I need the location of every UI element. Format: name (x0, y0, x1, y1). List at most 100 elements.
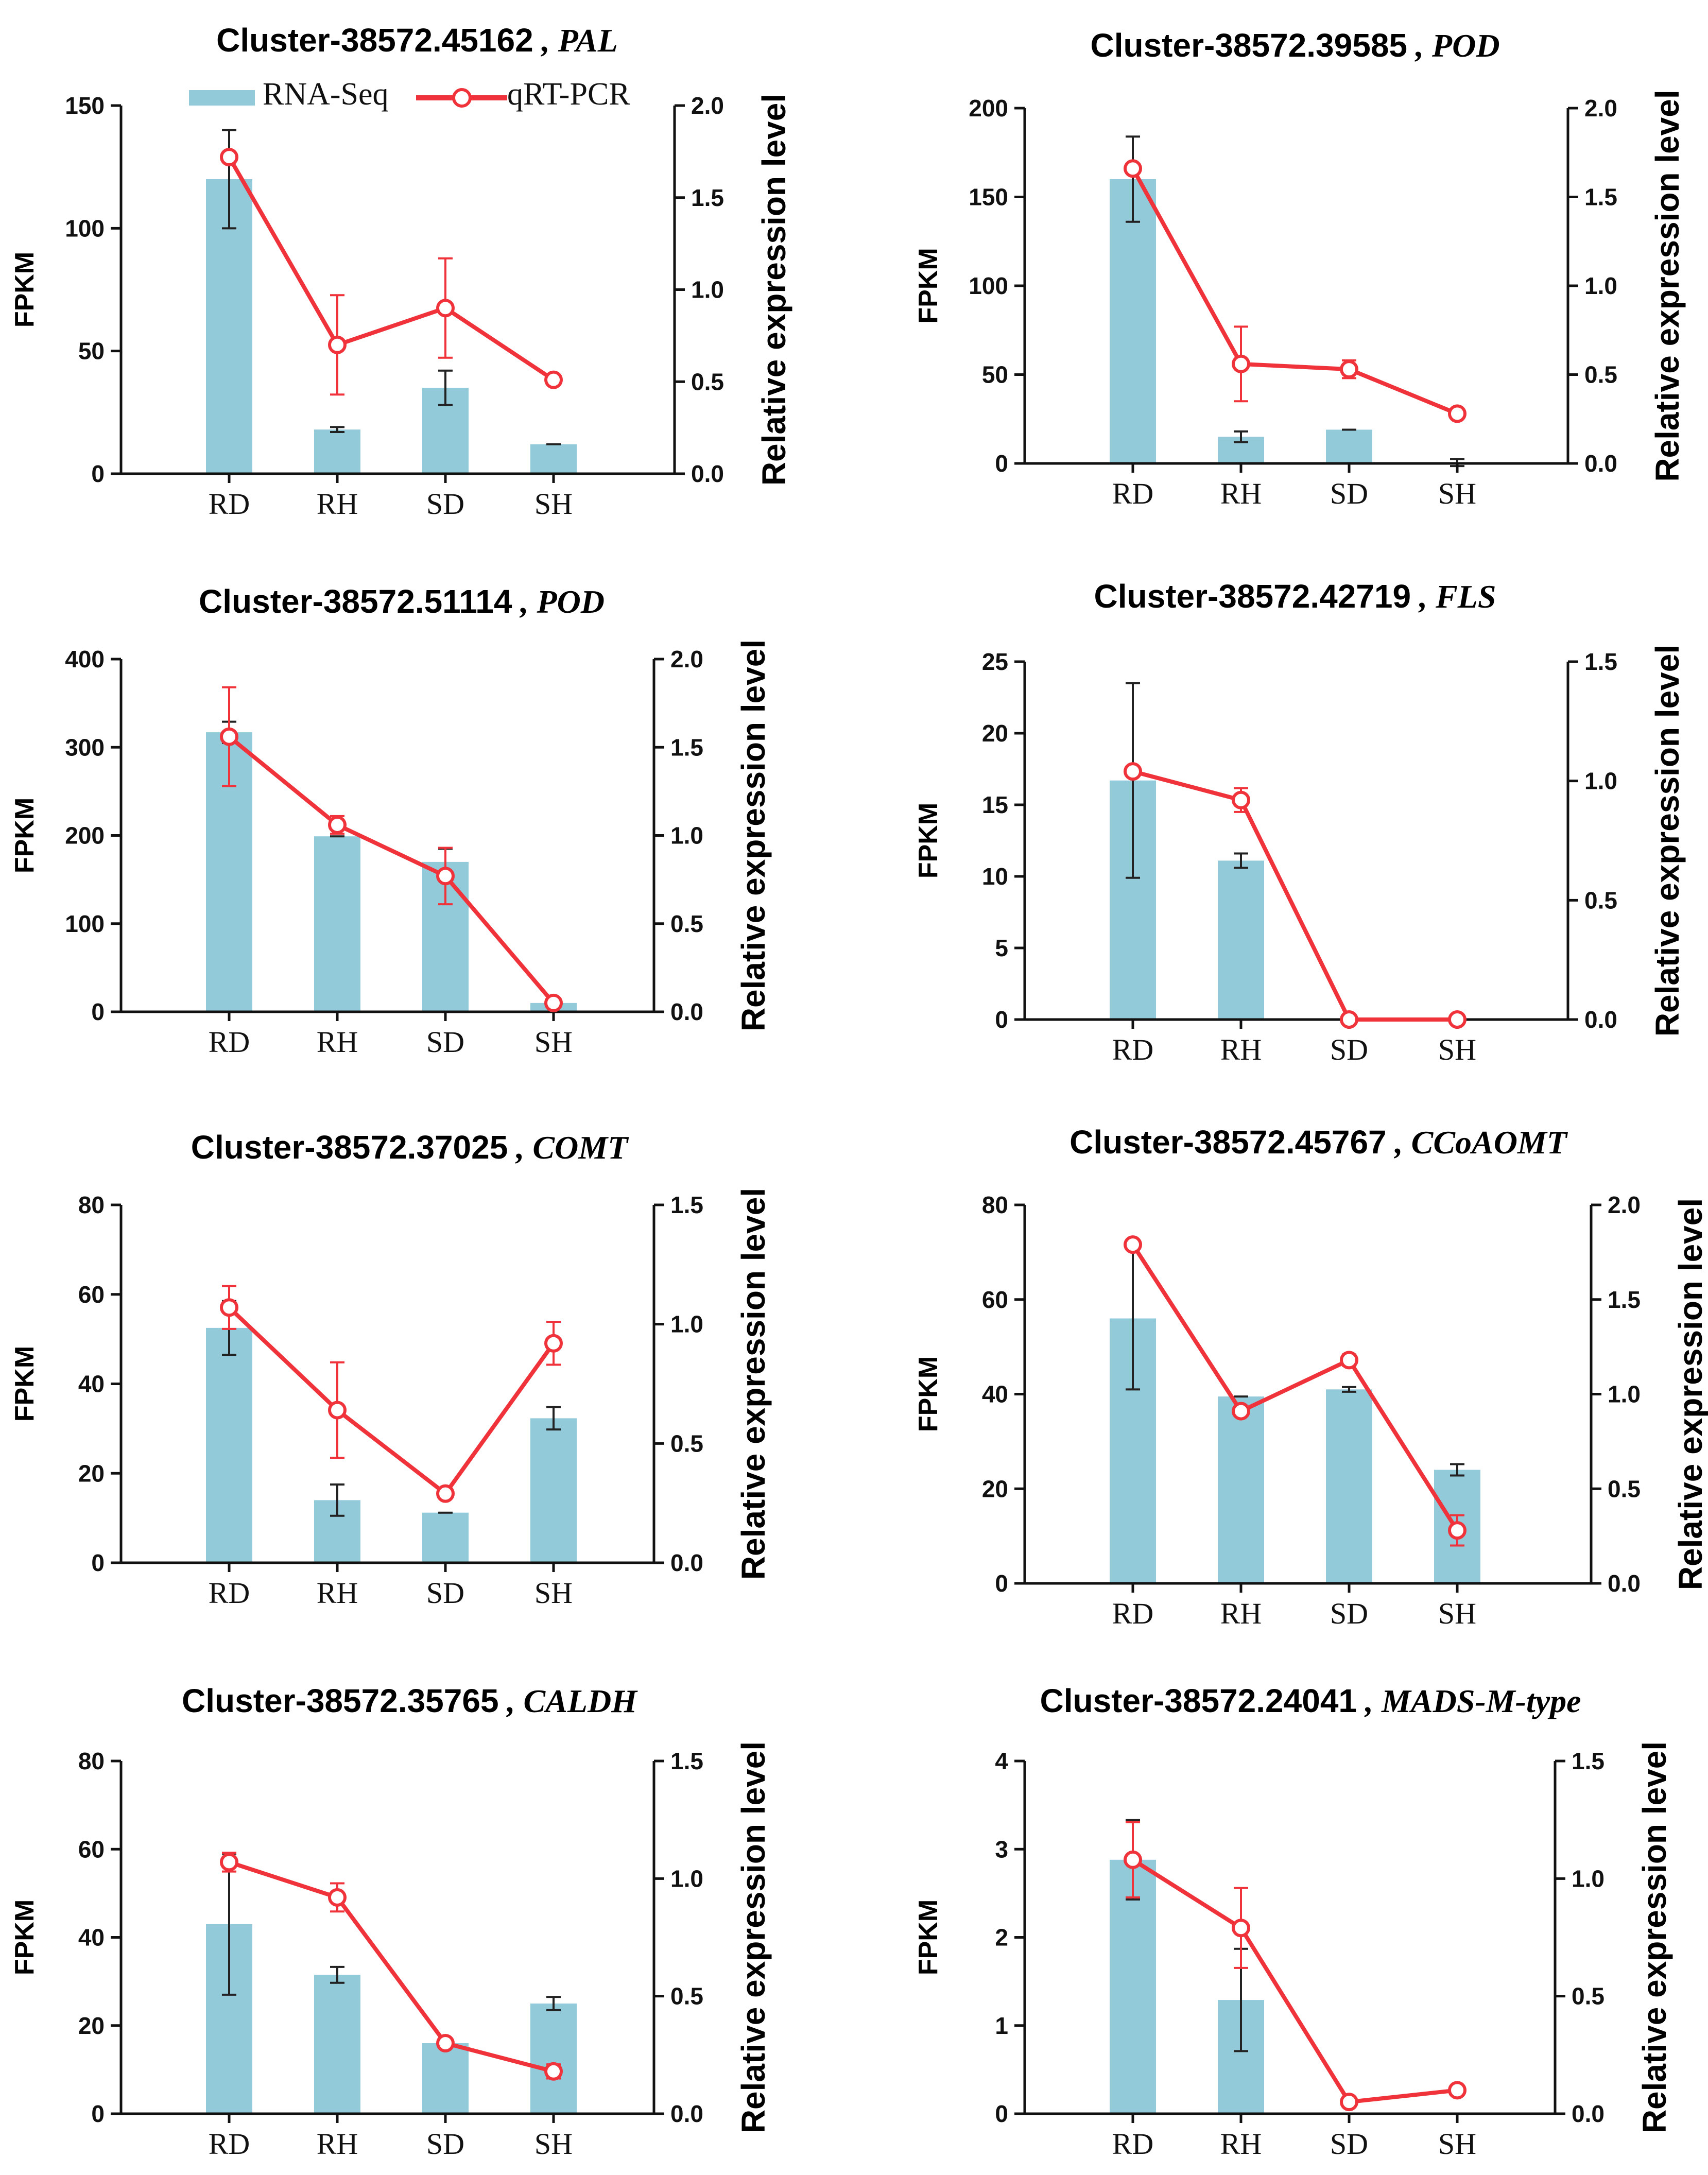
legend-qrt-pcr-label: qRT-PCR (507, 77, 630, 112)
left-tick-label: 150 (969, 184, 1008, 211)
category-label-sd: SD (1330, 477, 1368, 510)
left-tick-label: 60 (982, 1286, 1008, 1313)
left-tick-label: 80 (78, 1192, 105, 1218)
left-tick-label: 0 (91, 998, 105, 1025)
right-tick-label: 1.5 (670, 1192, 703, 1218)
panel-8: Cluster-38572.24041 , MADS-M-type 0 1 2 3 4 0.… (913, 1682, 1673, 2161)
qrt-pcr-line (1131, 1243, 1459, 1532)
line-point-rd (220, 1853, 238, 1872)
right-tick-label: 1.0 (1584, 768, 1617, 795)
category-label-rh: RH (317, 2127, 358, 2161)
line-point-rh (1232, 1402, 1250, 1421)
left-tick-label: 60 (78, 1836, 105, 1862)
bar-rh (1218, 1396, 1264, 1583)
qrt-pcr-line (228, 735, 556, 1005)
category-label-rh: RH (1220, 2127, 1262, 2161)
left-tick-label: 20 (78, 2012, 105, 2039)
left-tick-label: 5 (995, 935, 1008, 961)
category-label-rh: RH (317, 1025, 358, 1059)
left-tick-label: 50 (78, 338, 105, 365)
panel-title: Cluster-38572.45162 , PAL (216, 22, 618, 59)
y2-axis-label: Relative expression level (1672, 1198, 1708, 1590)
panel-title: Cluster-38572.24041 , MADS-M-type (1040, 1682, 1581, 1719)
y2-axis-label: Relative expression level (735, 1741, 772, 2133)
left-tick-label: 2 (995, 1924, 1008, 1951)
category-label-rh: RH (1220, 477, 1262, 510)
category-label-sd: SD (426, 2127, 464, 2161)
left-tick-label: 0 (91, 1549, 105, 1576)
right-tick-label: 0.0 (670, 2100, 703, 2127)
category-label-sd: SD (1330, 1033, 1368, 1066)
panel-title: Cluster-38572.37025 , COMT (191, 1129, 629, 1166)
y-axis-label: FPKM (10, 1346, 40, 1422)
category-label-rd: RD (209, 2127, 250, 2161)
right-tick-label: 1.5 (1584, 184, 1617, 211)
line-point-rh (328, 1888, 347, 1907)
y2-axis-label: Relative expression level (735, 1188, 772, 1580)
category-label-sd: SD (1330, 1597, 1368, 1630)
line-point-sh (1448, 1010, 1467, 1029)
bar-sd (1326, 1389, 1372, 1583)
panel-6: Cluster-38572.45767 , CCoAOMT 0 20 40 60 80 0.… (913, 1124, 1708, 1630)
left-tick-label: 60 (78, 1281, 105, 1308)
right-tick-label: 1.0 (691, 277, 724, 303)
right-tick-label: 0.5 (670, 1430, 703, 1457)
right-tick-label: 0.5 (1572, 1983, 1605, 2010)
line-point-sh (1448, 404, 1467, 423)
line-point-rh (1232, 1919, 1250, 1938)
left-tick-label: 50 (982, 361, 1008, 388)
right-tick-label: 0.0 (691, 460, 724, 487)
left-tick-label: 150 (65, 92, 105, 119)
y2-axis-label: Relative expression level (735, 640, 772, 1031)
category-label-sh: SH (534, 487, 573, 521)
left-tick-label: 25 (982, 648, 1008, 675)
left-tick-label: 200 (969, 95, 1008, 122)
left-tick-label: 0 (995, 450, 1008, 477)
bar-sd (422, 1512, 469, 1563)
bar-rh (314, 1975, 360, 2114)
right-tick-label: 0.5 (670, 1983, 703, 2010)
bar-sd (1326, 429, 1372, 463)
category-label-rh: RH (1220, 1597, 1262, 1630)
panel-4: Cluster-38572.42719 , FLS 0 5 10 15 20 25 0.0 0.… (913, 578, 1686, 1066)
line-point-sd (436, 299, 455, 318)
category-label-rh: RH (1220, 1033, 1262, 1066)
bar-sd (422, 2043, 469, 2114)
right-tick-label: 1.5 (691, 184, 724, 211)
left-tick-label: 100 (65, 215, 105, 241)
left-tick-label: 10 (982, 863, 1008, 890)
right-tick-label: 2.0 (691, 92, 724, 119)
y-axis-label: FPKM (913, 803, 943, 878)
left-tick-label: 40 (982, 1381, 1008, 1408)
right-tick-label: 1.5 (670, 734, 703, 761)
category-label-rd: RD (209, 1025, 250, 1059)
panel-title: Cluster-38572.42719 , FLS (1094, 578, 1496, 615)
left-tick-label: 20 (982, 1475, 1008, 1502)
right-tick-label: 0.0 (670, 998, 703, 1025)
qrt-pcr-line (1131, 167, 1458, 416)
line-point-sh (544, 993, 563, 1012)
line-point-sd (1340, 1010, 1358, 1029)
category-label-sd: SD (426, 1025, 464, 1059)
panel-title: Cluster-38572.35765 , CALDH (182, 1682, 638, 1719)
y2-axis-label: Relative expression level (1636, 1741, 1673, 2133)
y2-axis-label: Relative expression level (1649, 90, 1686, 481)
line-point-sh (544, 370, 563, 389)
bar-rh (314, 836, 360, 1012)
left-tick-label: 80 (78, 1748, 105, 1774)
right-tick-label: 1.0 (670, 822, 703, 849)
y-axis-label: FPKM (913, 1900, 943, 1975)
line-point-rd (220, 1298, 238, 1317)
category-label-sh: SH (1438, 2127, 1476, 2161)
line-point-sd (1340, 1351, 1358, 1370)
line-point-sh (1448, 2081, 1467, 2100)
left-tick-label: 0 (995, 1006, 1008, 1033)
category-label-sd: SD (426, 1576, 464, 1610)
right-tick-label: 1.5 (670, 1748, 703, 1774)
line-point-rh (1232, 790, 1250, 809)
right-tick-label: 1.5 (1608, 1286, 1641, 1313)
qrt-pcr-line (228, 1860, 555, 2074)
left-tick-label: 20 (982, 720, 1008, 747)
right-tick-label: 0.0 (1572, 2100, 1605, 2127)
